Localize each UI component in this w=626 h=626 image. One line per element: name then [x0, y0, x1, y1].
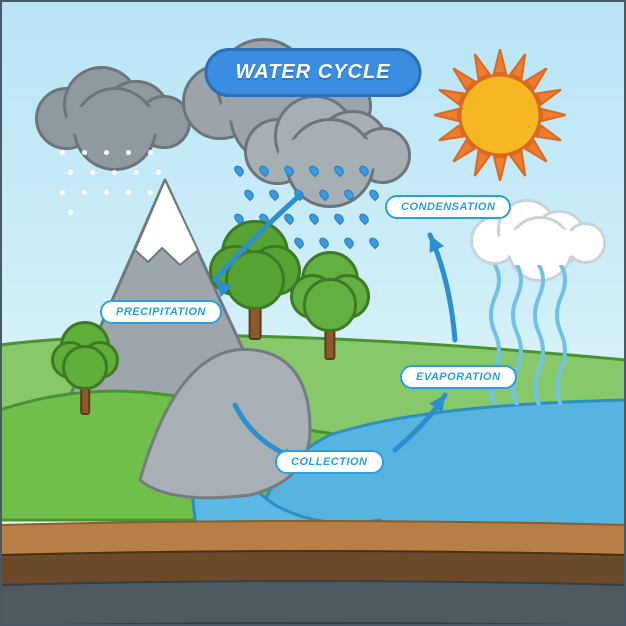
snow-dot: [68, 170, 73, 175]
snow-dot: [126, 150, 131, 155]
snow-dot: [104, 150, 109, 155]
snow-dot: [68, 210, 73, 215]
snow-dot: [134, 170, 139, 175]
label-condensation: CONDENSATION: [385, 195, 511, 219]
snow-dot: [60, 190, 65, 195]
snow-dot: [112, 170, 117, 175]
snow-dot: [148, 150, 153, 155]
snow-dot: [104, 190, 109, 195]
label-collection: COLLECTION: [275, 450, 384, 474]
label-precipitation: PRECIPITATION: [100, 300, 222, 324]
sun-icon: [434, 49, 566, 181]
evaporation-wave: [551, 265, 571, 405]
tree: [215, 220, 295, 340]
snow-dot: [148, 190, 153, 195]
rain-cloud-2: [255, 110, 405, 185]
snow-dot: [60, 150, 65, 155]
label-evaporation: EVAPORATION: [400, 365, 517, 389]
snow-dot: [90, 170, 95, 175]
snow-dot: [126, 190, 131, 195]
evaporation-wave: [529, 265, 549, 405]
snow-cloud: [45, 80, 185, 150]
water-cycle-diagram: WATER CYCLE CONDENSATION PRECIPITATION E…: [0, 0, 626, 626]
diagram-title: WATER CYCLE: [204, 48, 421, 97]
tree: [295, 250, 365, 360]
snow-dot: [82, 150, 87, 155]
tree: [55, 320, 115, 415]
snow-dot: [82, 190, 87, 195]
snow-dot: [156, 170, 161, 175]
